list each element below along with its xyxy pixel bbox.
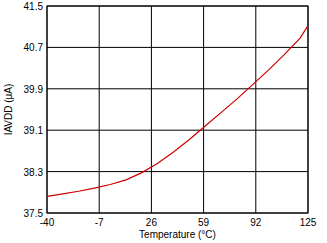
y-tick-label: 39.1	[24, 125, 44, 136]
chart: 37.538.339.139.940.741.5-40-7265992125Te…	[0, 0, 327, 243]
x-tick-label: 59	[198, 217, 210, 228]
x-grid-line	[255, 6, 256, 213]
x-grid-line	[151, 6, 152, 213]
series-group	[47, 26, 308, 197]
x-tick-label: -40	[40, 217, 55, 228]
x-tick-label: 125	[300, 217, 317, 228]
x-tick-label: -7	[95, 217, 104, 228]
x-axis-label: Temperature (°C)	[139, 229, 216, 240]
x-grid-line	[203, 6, 204, 213]
x-tick-label: 26	[146, 217, 158, 228]
x-tick-label: 92	[250, 217, 262, 228]
plot-frame	[47, 6, 308, 213]
y-grid-line	[47, 47, 308, 48]
y-tick-label: 40.7	[24, 42, 44, 53]
y-grid-line	[47, 171, 308, 172]
series-line	[47, 26, 308, 197]
y-tick-label: 38.3	[24, 167, 44, 178]
y-axis-label: IAVDD (μA)	[3, 84, 14, 136]
y-tick-label: 41.5	[24, 1, 44, 12]
y-grid-line	[47, 88, 308, 89]
y-tick-label: 39.9	[24, 84, 44, 95]
x-grid-line	[99, 6, 100, 213]
y-grid-line	[47, 130, 308, 131]
